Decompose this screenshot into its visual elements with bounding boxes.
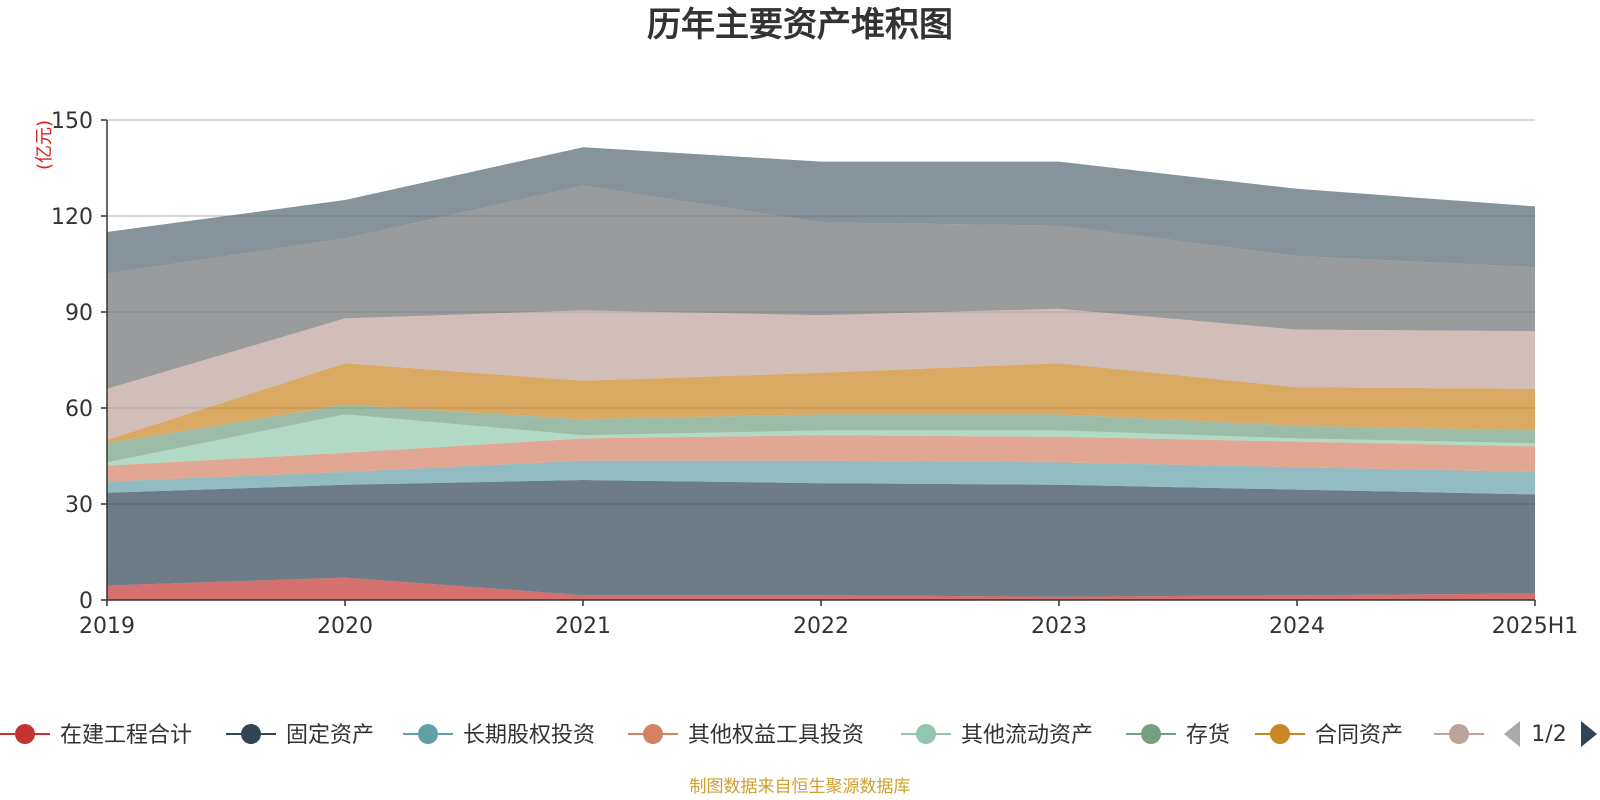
data-source-note: 制图数据来自恒生聚源数据库 (690, 777, 911, 797)
area-series-3 (107, 435, 1535, 482)
x-tick-label: 2019 (79, 614, 135, 639)
x-tick-label: 2024 (1269, 614, 1325, 639)
legend-label: 固定资产 (286, 723, 374, 748)
y-tick-label: 90 (65, 301, 93, 326)
legend-marker-icon (241, 724, 261, 744)
area-series-0 (107, 577, 1535, 600)
x-tick-label: 2023 (1031, 614, 1087, 639)
y-axis-unit: (亿元) (34, 120, 55, 170)
x-tick-label: 2025H1 (1492, 614, 1579, 639)
legend-item[interactable]: 其他流动资产 (901, 723, 1093, 748)
legend-label: 合同资产 (1315, 723, 1403, 748)
area-series-7 (107, 308, 1535, 440)
y-tick-label: 60 (65, 397, 93, 422)
area-series-9 (107, 147, 1535, 274)
legend-label: 存货 (1186, 723, 1230, 748)
x-tick-label: 2020 (317, 614, 373, 639)
legend-marker-icon (1141, 724, 1161, 744)
x-tick-label: 2021 (555, 614, 611, 639)
area-series-5 (107, 404, 1535, 463)
legend-marker-icon (1449, 724, 1469, 744)
axes (101, 119, 1536, 606)
stacked-areas (107, 147, 1535, 600)
area-series-1 (107, 480, 1535, 597)
area-series-8 (107, 185, 1535, 389)
y-tick-label: 0 (79, 589, 93, 614)
legend-item[interactable]: 长期股权投资 (403, 723, 595, 748)
area-series-2 (107, 460, 1535, 495)
legend-label: 长期股权投资 (463, 723, 595, 748)
legend-item[interactable]: 在建工程合计 (0, 723, 192, 748)
legend-page-indicator: 1/2 (1531, 722, 1566, 747)
y-tick-labels: 0 30 60 90 120 150 (51, 109, 93, 614)
legend-marker-icon (1270, 724, 1290, 744)
legend-label: 在建工程合计 (60, 723, 192, 748)
legend-pager: 1/2 (1504, 721, 1597, 747)
legend-marker-icon (15, 724, 35, 744)
legend-item[interactable]: 其他权益工具投资 (628, 723, 864, 748)
legend-item[interactable]: 存货 (1126, 723, 1230, 748)
legend-item[interactable] (1434, 724, 1484, 744)
legend: 在建工程合计 固定资产 长期股权投资 其他权益工具投资 其他流动资产 存货 合同资产 (0, 723, 1484, 748)
chart-title: 历年主要资产堆积图 (647, 5, 953, 45)
legend-marker-icon (643, 724, 663, 744)
x-tick-labels: 2019 2020 2021 2022 2023 2024 2025H1 (79, 614, 1578, 639)
y-tick-label: 150 (51, 109, 93, 134)
y-tick-label: 120 (51, 205, 93, 230)
legend-marker-icon (418, 724, 438, 744)
legend-marker-icon (916, 724, 936, 744)
legend-prev-page-icon[interactable] (1504, 721, 1520, 747)
legend-label: 其他流动资产 (961, 723, 1093, 748)
legend-item[interactable]: 固定资产 (226, 723, 374, 748)
legend-next-page-icon[interactable] (1581, 721, 1597, 747)
x-tick-label: 2022 (793, 614, 849, 639)
y-tick-label: 30 (65, 493, 93, 518)
area-series-6 (107, 363, 1535, 444)
legend-item[interactable]: 合同资产 (1255, 723, 1403, 748)
area-series-4 (107, 414, 1535, 466)
legend-label: 其他权益工具投资 (688, 723, 864, 748)
